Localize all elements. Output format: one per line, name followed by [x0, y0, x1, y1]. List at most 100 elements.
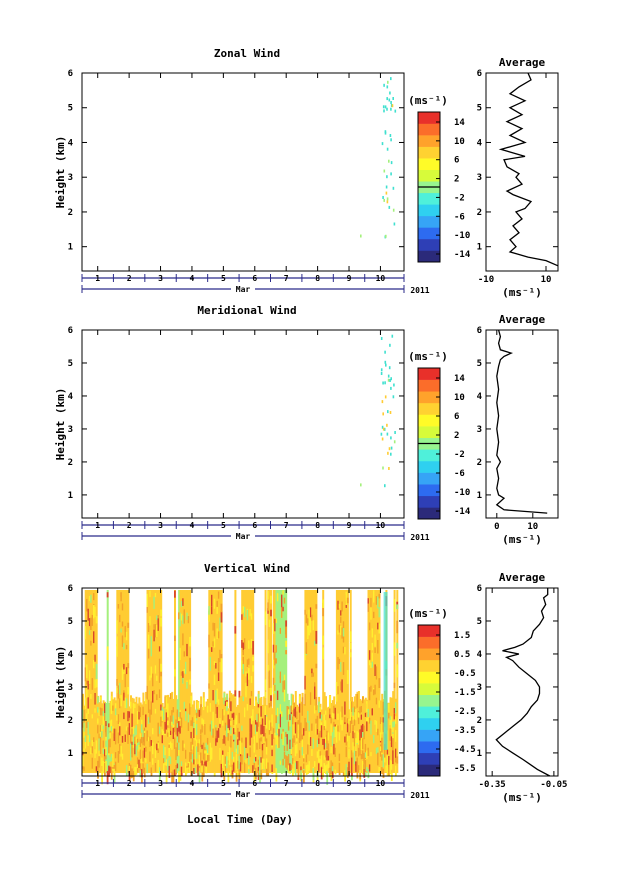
heatmap-cell — [216, 590, 219, 773]
heatmap-cell — [197, 764, 200, 777]
heatmap-cell — [309, 607, 312, 618]
colorbar-swatch — [418, 752, 440, 765]
heatmap-cell — [174, 635, 176, 641]
colorbar-swatch — [418, 192, 440, 205]
heatmap-cell — [205, 742, 208, 749]
heatmap-cell — [205, 701, 208, 773]
heatmap-cell — [304, 693, 307, 706]
heatmap-cell — [114, 761, 117, 771]
heatmap-cell — [231, 694, 234, 773]
heatmap-cell — [289, 714, 292, 721]
heatmap-cell — [275, 645, 278, 653]
heatmap-cell — [346, 718, 349, 724]
heatmap-cell — [264, 706, 267, 717]
heatmap-cell — [180, 613, 183, 621]
heatmap-cell — [235, 706, 238, 773]
heatmap-cell — [374, 720, 377, 725]
heatmap-cell — [195, 700, 198, 773]
heatmap-cell — [326, 730, 329, 744]
heatmap-cell — [311, 723, 313, 731]
x-tick-label: 7 — [284, 779, 289, 788]
heatmap-cell — [176, 742, 179, 752]
heatmap-cell — [134, 736, 136, 744]
heatmap-cell — [125, 765, 128, 776]
heatmap-cell — [223, 691, 226, 773]
heatmap-cell — [125, 644, 128, 650]
heatmap-cell — [342, 633, 345, 643]
heatmap-cell — [136, 739, 139, 750]
heatmap-cell — [180, 671, 183, 676]
heatmap-cell — [330, 724, 333, 729]
heatmap-cell — [305, 614, 308, 624]
heatmap-cell — [312, 590, 315, 773]
heatmap-cell — [246, 659, 249, 667]
heatmap-cell — [202, 764, 205, 777]
heatmap-cell — [382, 768, 385, 778]
heatmap-cell — [99, 696, 102, 702]
heatmap-cell — [190, 731, 193, 739]
heatmap-cell — [238, 712, 241, 724]
colorbar-swatch — [418, 741, 440, 754]
heatmap-cell — [156, 694, 158, 701]
heatmap-cell — [359, 738, 362, 750]
y-tick-label: 3 — [68, 425, 73, 435]
heatmap-cell — [351, 697, 353, 773]
x-tick-label: 10 — [376, 274, 386, 283]
heatmap-cell — [156, 743, 158, 751]
heatmap-cell — [186, 681, 189, 689]
heatmap-cell — [171, 720, 173, 726]
colorbar-tick-label: -10 — [454, 231, 470, 241]
heatmap-cell — [197, 701, 200, 773]
heatmap-cell — [113, 764, 116, 777]
heatmap-cell — [359, 706, 362, 714]
heatmap-cell — [270, 687, 272, 701]
heatmap-cell — [124, 697, 127, 708]
heatmap-cell — [222, 754, 224, 768]
heatmap-cell — [88, 618, 91, 627]
heatmap-cell — [117, 604, 120, 609]
heatmap-cell — [352, 742, 355, 753]
heatmap-cell — [390, 697, 393, 773]
heatmap-cell — [319, 703, 322, 773]
colorbar-swatch — [418, 484, 440, 497]
heatmap-cell — [227, 770, 230, 784]
heatmap-cell — [316, 740, 319, 748]
heatmap-cell — [252, 656, 254, 661]
heatmap-cell — [145, 746, 147, 752]
heatmap-cell — [189, 761, 191, 773]
heatmap-cell — [120, 592, 123, 597]
heatmap-cell — [307, 764, 309, 774]
x-tick-label: 5 — [221, 779, 226, 788]
y-tick-label: 5 — [68, 104, 73, 114]
heatmap-cell — [147, 590, 150, 773]
heatmap-cell — [158, 658, 161, 673]
heatmap-cell — [363, 764, 366, 778]
heatmap-cell — [213, 674, 216, 685]
colorbar-swatch — [418, 625, 440, 637]
heatmap-cell — [344, 716, 346, 723]
heatmap-cell — [292, 758, 294, 764]
colorbar-unit: (ms⁻¹) — [408, 94, 448, 107]
heatmap-cell — [374, 684, 377, 695]
heatmap-cell — [319, 707, 322, 716]
heatmap-cell — [265, 738, 268, 747]
colorbar-swatch — [418, 391, 440, 404]
x-tick-label: 6 — [252, 779, 257, 788]
heatmap-cell — [125, 726, 128, 731]
heatmap-cell — [393, 682, 396, 689]
heatmap-cell — [296, 743, 298, 754]
heatmap-cell — [311, 749, 313, 756]
heatmap-cell — [333, 743, 335, 755]
heatmap-cell — [395, 765, 397, 777]
heatmap-cell — [314, 640, 316, 646]
heatmap-cell — [357, 765, 360, 773]
heatmap-cell — [256, 736, 259, 743]
heatmap-cell — [91, 740, 94, 747]
heatmap-cell — [286, 756, 289, 770]
heatmap-cell — [216, 628, 219, 639]
heatmap-cell — [169, 693, 172, 700]
heatmap-cell — [226, 694, 228, 701]
heatmap-cell — [333, 726, 335, 738]
heatmap-cell — [180, 590, 183, 773]
